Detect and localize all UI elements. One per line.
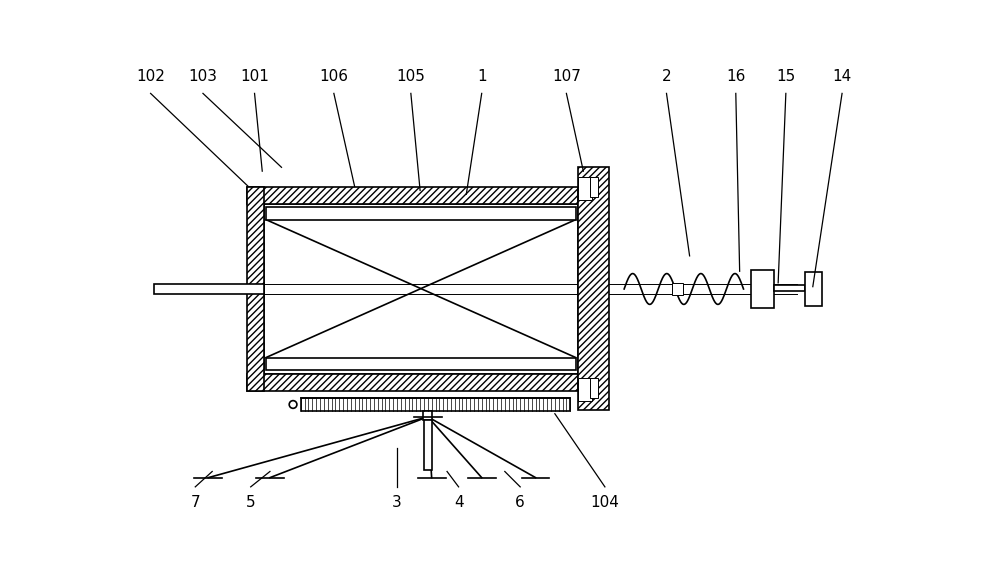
Text: 102: 102 bbox=[136, 69, 165, 84]
Bar bbox=[774, 285, 805, 291]
Text: 103: 103 bbox=[188, 69, 217, 84]
Bar bbox=[247, 374, 578, 391]
Bar bbox=[424, 420, 432, 470]
Bar bbox=[266, 207, 576, 219]
Bar bbox=[578, 176, 592, 199]
Circle shape bbox=[289, 401, 297, 409]
Text: 105: 105 bbox=[396, 69, 425, 84]
Bar bbox=[423, 411, 432, 420]
Bar bbox=[590, 176, 598, 197]
Text: 101: 101 bbox=[240, 69, 269, 84]
Bar bbox=[578, 167, 609, 410]
Bar bbox=[247, 187, 578, 203]
Text: 3: 3 bbox=[392, 494, 402, 509]
Bar bbox=[590, 378, 598, 398]
Text: 104: 104 bbox=[590, 494, 619, 509]
Bar bbox=[266, 358, 576, 370]
Text: 2: 2 bbox=[662, 69, 671, 84]
Text: 4: 4 bbox=[454, 494, 463, 509]
Bar bbox=[264, 203, 578, 374]
Text: 14: 14 bbox=[832, 69, 852, 84]
Text: 16: 16 bbox=[726, 69, 745, 84]
Bar bbox=[578, 378, 592, 401]
Bar bbox=[301, 398, 570, 411]
Text: 6: 6 bbox=[515, 494, 525, 509]
Bar bbox=[751, 270, 774, 308]
Text: 106: 106 bbox=[319, 69, 348, 84]
Bar bbox=[247, 187, 264, 391]
Text: 107: 107 bbox=[552, 69, 581, 84]
Text: 1: 1 bbox=[477, 69, 487, 84]
Bar bbox=[805, 272, 822, 306]
Text: 15: 15 bbox=[776, 69, 795, 84]
Bar bbox=[672, 283, 683, 295]
Text: 5: 5 bbox=[246, 494, 256, 509]
Bar bbox=[154, 284, 264, 295]
Text: 7: 7 bbox=[190, 494, 200, 509]
